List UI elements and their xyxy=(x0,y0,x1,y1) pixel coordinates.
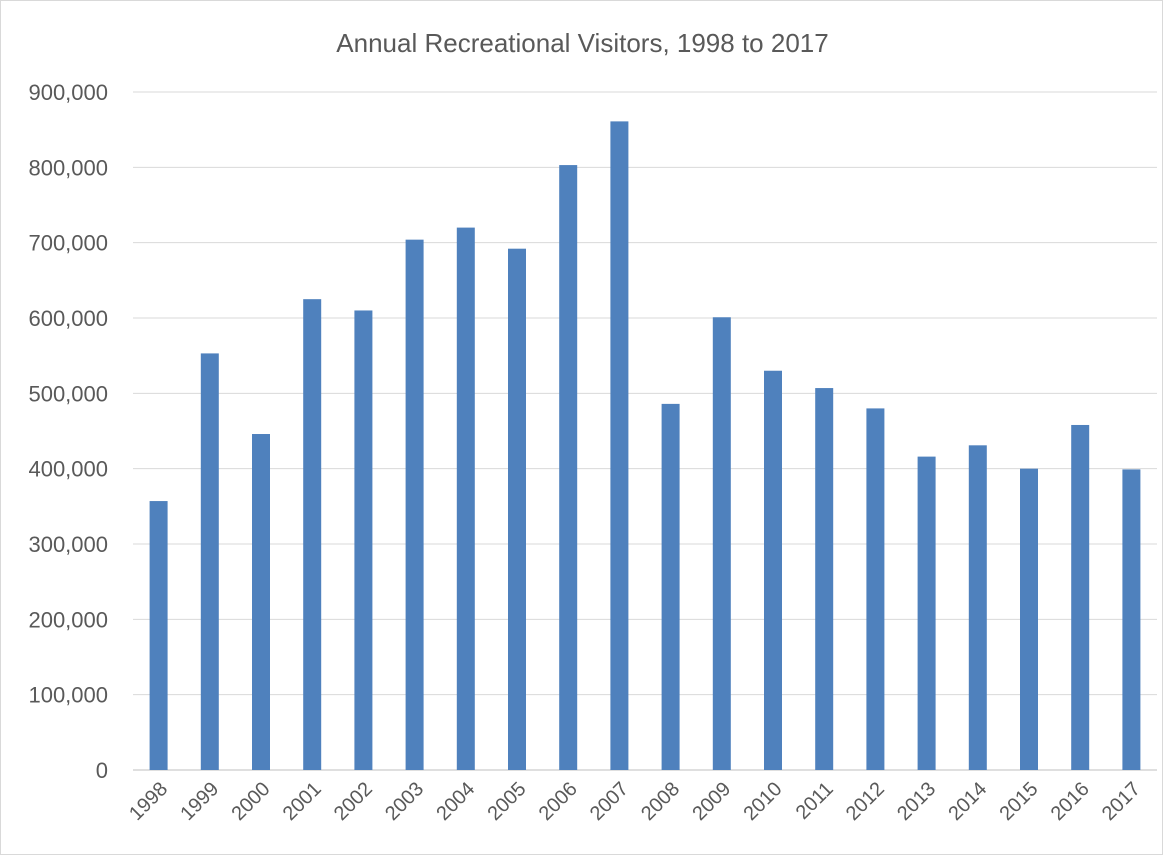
x-tick-label: 2016 xyxy=(1047,778,1094,825)
bar-2010 xyxy=(764,370,782,770)
bar-2009 xyxy=(712,317,731,770)
x-tick-label: 2012 xyxy=(842,778,889,825)
bar-2013 xyxy=(917,456,936,770)
x-tick-label: 2013 xyxy=(893,778,940,825)
x-tick-label: 2006 xyxy=(535,778,582,825)
y-axis: 0 100,000 200,000 300,000 400,000 500,000 600,… xyxy=(28,80,108,783)
x-tick-label: 2011 xyxy=(792,778,838,824)
x-tick-label: 2005 xyxy=(484,778,531,825)
bar-2000 xyxy=(252,434,270,770)
y-tick-label: 600,000 xyxy=(28,306,108,331)
bar-2008 xyxy=(661,403,680,770)
bar-2005 xyxy=(508,248,526,770)
y-tick-label: 0 xyxy=(96,758,108,783)
x-tick-label: 2008 xyxy=(637,778,684,825)
x-tick-label: 2007 xyxy=(586,778,633,825)
x-tick-label: 2014 xyxy=(944,778,991,825)
x-tick-label: 2015 xyxy=(996,778,1043,825)
y-tick-label: 800,000 xyxy=(28,155,108,180)
x-tick-label: 2002 xyxy=(330,778,377,825)
bar-2004 xyxy=(456,227,475,771)
x-tick-label: 2003 xyxy=(381,778,428,825)
x-tick-label: 1999 xyxy=(176,778,223,825)
bar-2012 xyxy=(866,408,885,770)
x-tick-label: 1998 xyxy=(125,778,172,825)
chart-title: Annual Recreational Visitors, 1998 to 20… xyxy=(336,28,829,58)
y-tick-label: 200,000 xyxy=(28,607,108,632)
gridlines xyxy=(133,91,1157,771)
y-tick-label: 900,000 xyxy=(28,80,108,105)
bars xyxy=(149,121,1141,771)
bar-2002 xyxy=(354,310,373,770)
bar-2011 xyxy=(815,388,834,770)
bar-2016 xyxy=(1071,424,1090,770)
bar-2003 xyxy=(405,239,424,771)
bar-2007 xyxy=(610,121,629,770)
bar-2001 xyxy=(303,299,322,770)
bar-1998 xyxy=(149,501,168,770)
y-tick-label: 300,000 xyxy=(28,532,108,557)
bar-1999 xyxy=(200,353,219,770)
y-tick-label: 100,000 xyxy=(28,683,108,708)
y-tick-label: 700,000 xyxy=(28,231,108,256)
y-tick-label: 500,000 xyxy=(28,381,108,406)
x-axis: 1998 1999 2000 2001 2002 2003 2004 2005 2006 2007… xyxy=(125,778,1145,825)
x-tick-label: 2017 xyxy=(1098,778,1145,825)
x-tick-label: 2000 xyxy=(228,778,275,825)
y-tick-label: 400,000 xyxy=(28,457,108,482)
x-tick-label: 2009 xyxy=(688,778,735,825)
bar-2017 xyxy=(1122,469,1141,770)
x-tick-label: 2004 xyxy=(432,778,479,825)
bar-2006 xyxy=(559,165,578,770)
bar-2015 xyxy=(1020,468,1038,770)
x-tick-label: 2001 xyxy=(279,778,326,825)
bar-2014 xyxy=(968,445,987,770)
x-tick-label: 2010 xyxy=(740,778,787,825)
